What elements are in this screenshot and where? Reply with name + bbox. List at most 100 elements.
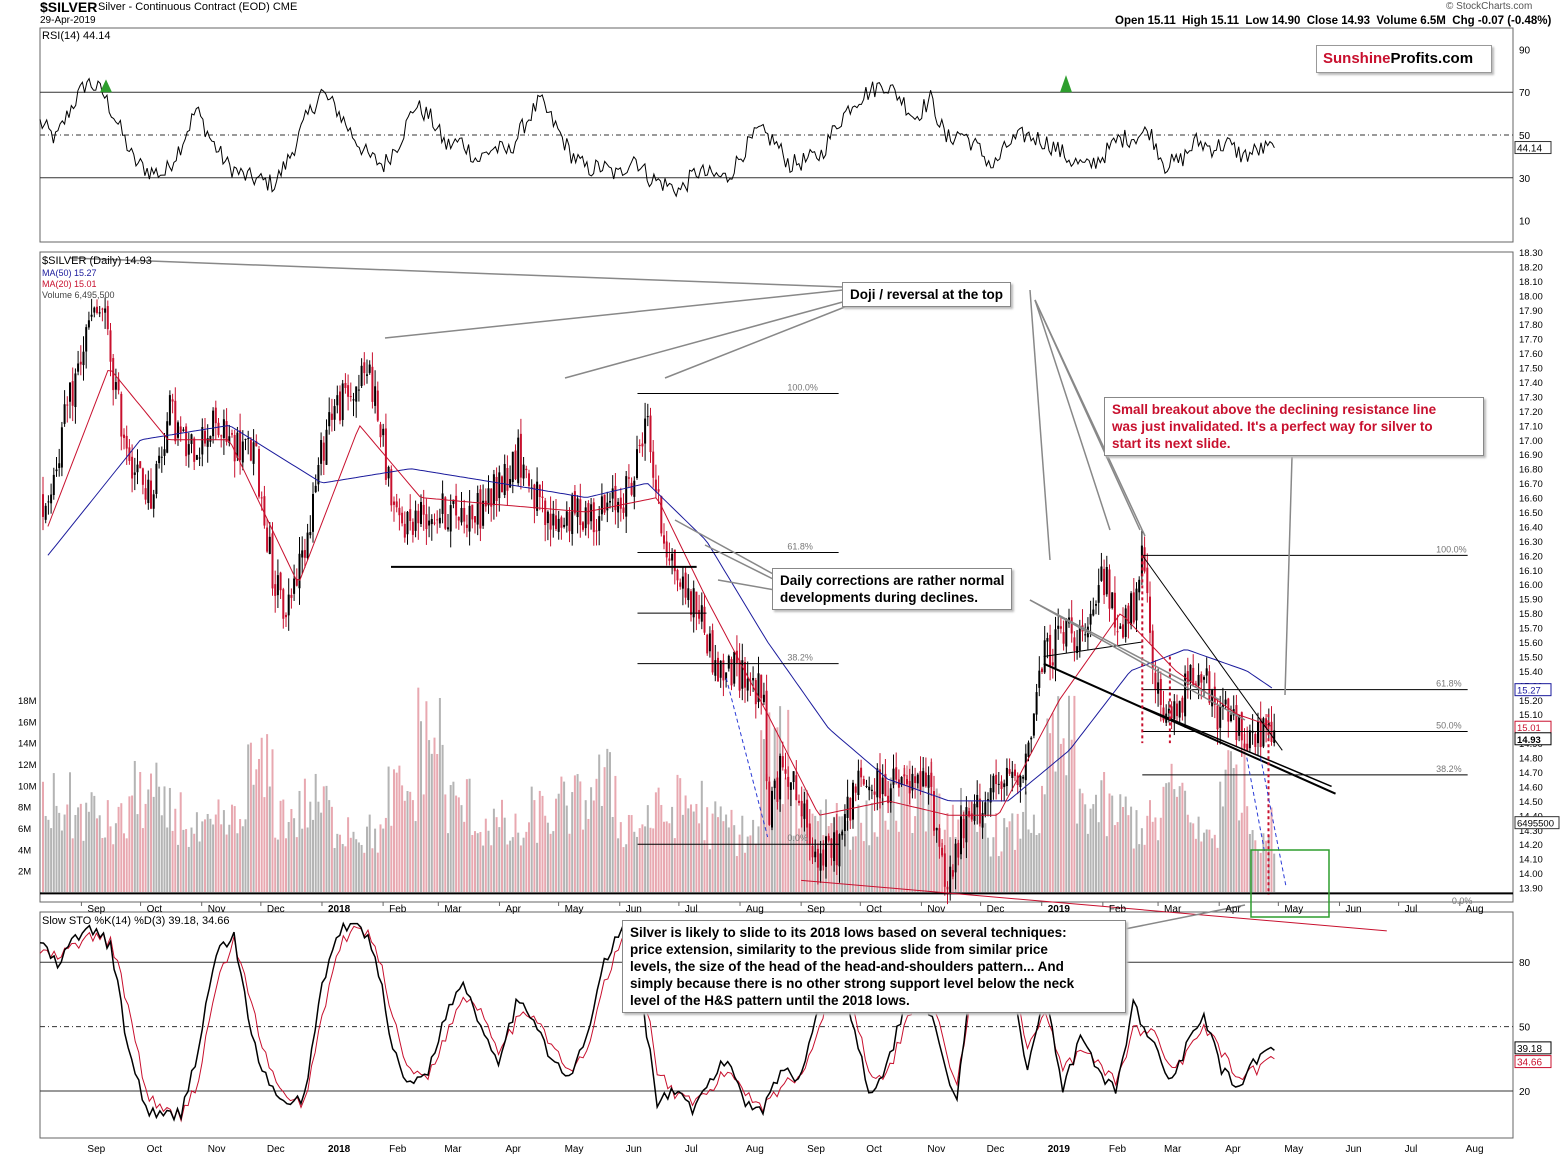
volume-bar [190,827,193,892]
volume-bar [522,837,525,892]
candle-body [1008,769,1011,774]
chart-exchange: CME [272,1,298,13]
volume-bar [803,788,806,892]
price-tick: 16.20 [1519,551,1543,562]
rsi-tick-50: 50 [1519,131,1531,142]
volume-bar [422,794,425,892]
fib-2019-label: 100.0% [1436,544,1467,554]
ohlc-readout: Open 15.11 High 15.11 Low 14.90 Close 14… [1115,15,1552,27]
candle-body [1186,671,1189,686]
candle-body [490,488,493,507]
volume-bar [741,815,744,892]
volume-bar [271,749,274,892]
volume-bar [1232,768,1235,892]
volume-bar [617,838,620,892]
candle-body [403,523,406,538]
shoulder-line [1043,641,1143,657]
month-label-sto: Jun [626,1144,642,1155]
candle-body [249,439,252,461]
candle-body [1122,624,1124,638]
candle-body [384,428,387,480]
volume-bar [268,786,271,892]
candle-body [112,358,115,391]
candle-body [841,831,844,836]
candle-body [379,424,382,438]
volume-bar [1146,815,1149,892]
candle-body [1259,718,1262,748]
volume-bar [204,819,206,892]
pointer-line [384,289,844,339]
volume-bar [139,772,142,892]
candle-body [150,480,152,509]
candle-body [695,591,698,615]
sto-last-box [1514,1041,1552,1055]
candle-body [725,672,728,680]
month-label-sto: Feb [389,1144,407,1155]
volume-bar [876,836,879,892]
price-tick: 15.50 [1519,652,1543,663]
volume-bar [663,821,665,892]
volume-bar [1251,830,1254,892]
price-tick: 14.30 [1519,826,1543,837]
volume-bar [123,833,125,892]
volume-bar [1224,769,1227,892]
candle-body [622,507,625,513]
candle-body [476,493,479,525]
volume-bar [636,836,638,892]
candle-body [366,374,368,376]
candle-body [1005,767,1008,787]
candle-body [533,484,536,509]
volume-bar [474,831,476,892]
volume-bar [106,800,109,892]
volume-bar [1159,817,1162,892]
candle-body [347,385,350,397]
sto-legend: Slow STO %K(14) %D(3) 39.18, 34.66 [42,915,230,927]
volume-bar [109,826,112,892]
volume-bar [1100,780,1103,892]
volume-bar [525,831,528,892]
candle-body [576,498,579,518]
volume-bar [1014,849,1016,892]
candle-body [71,381,74,406]
volume-bar [214,814,217,892]
candle-body [978,798,981,824]
price-candles [42,297,1276,905]
candle-body [133,472,136,475]
volume-bar [341,843,344,892]
pointer-line [1034,299,1146,537]
candle-body [193,438,196,462]
volume-bar [1154,817,1157,892]
price-tick: 13.90 [1519,884,1543,895]
volume-bar [339,834,341,892]
candle-body [449,505,452,532]
candle-body [125,435,128,449]
volume-bar [1178,786,1181,892]
candle-body [646,416,649,418]
candle-body [806,799,809,828]
volume-bar [104,837,107,892]
volume-bar [676,774,679,892]
candle-body [1154,672,1157,690]
volume-bar [622,847,625,892]
candle-body [482,500,485,526]
breakout-line-3: start its next slide. [1112,436,1231,451]
candle-body [460,507,463,523]
candle-body [692,588,695,618]
volume-bar [295,837,298,892]
volume-bar [414,821,417,892]
candle-body [1146,567,1149,594]
candle-body [498,472,501,499]
candle-body [892,768,895,785]
volume-bar [916,784,919,892]
month-label-sto: 2018 [328,1144,351,1155]
volume-bar [1078,788,1081,892]
volume-bar [1043,794,1046,892]
volume-bar [584,800,587,892]
target-line-4: simply because there is no other strong … [630,976,1075,991]
volume-bar [746,836,749,892]
month-label-price: Oct [147,904,163,915]
grid-lines [40,91,1513,1092]
candle-body [536,481,539,511]
candle-body [1084,634,1087,636]
candle-body [525,468,528,471]
